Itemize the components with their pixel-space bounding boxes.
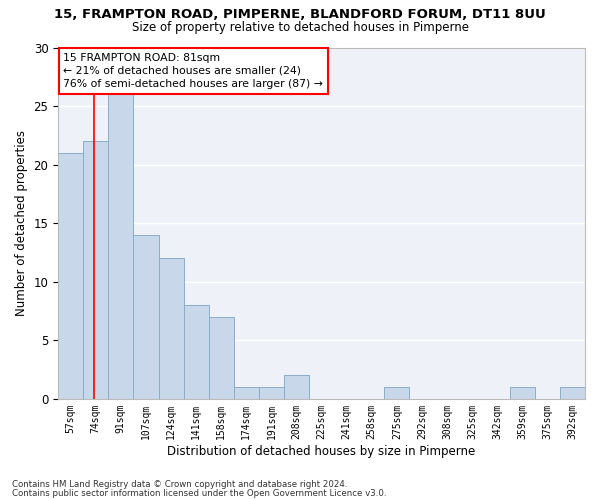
Bar	[209, 317, 234, 399]
Bar	[58, 153, 83, 399]
Bar	[133, 235, 158, 399]
Bar	[234, 387, 259, 399]
Bar	[560, 387, 585, 399]
Bar	[83, 141, 109, 399]
Bar	[109, 94, 133, 399]
Bar	[284, 376, 309, 399]
Y-axis label: Number of detached properties: Number of detached properties	[15, 130, 28, 316]
Text: 15, FRAMPTON ROAD, PIMPERNE, BLANDFORD FORUM, DT11 8UU: 15, FRAMPTON ROAD, PIMPERNE, BLANDFORD F…	[54, 8, 546, 20]
Text: Size of property relative to detached houses in Pimperne: Size of property relative to detached ho…	[131, 21, 469, 34]
Bar	[158, 258, 184, 399]
Text: 15 FRAMPTON ROAD: 81sqm
← 21% of detached houses are smaller (24)
76% of semi-de: 15 FRAMPTON ROAD: 81sqm ← 21% of detache…	[64, 53, 323, 89]
Bar	[259, 387, 284, 399]
Bar	[384, 387, 409, 399]
Bar	[510, 387, 535, 399]
Text: Contains public sector information licensed under the Open Government Licence v3: Contains public sector information licen…	[12, 489, 386, 498]
Bar	[184, 305, 209, 399]
Text: Contains HM Land Registry data © Crown copyright and database right 2024.: Contains HM Land Registry data © Crown c…	[12, 480, 347, 489]
X-axis label: Distribution of detached houses by size in Pimperne: Distribution of detached houses by size …	[167, 444, 476, 458]
